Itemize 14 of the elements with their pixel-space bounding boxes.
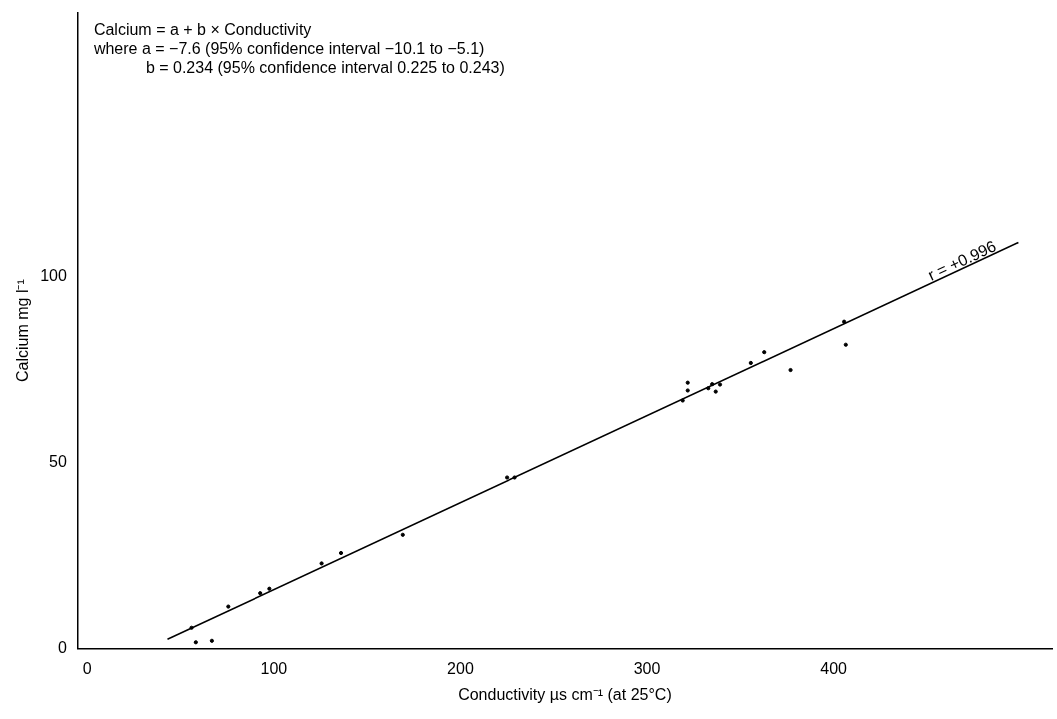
x-axis-title: Conductivity µs cm⁻¹ (at 25°C) xyxy=(458,685,672,703)
y-tick-label: 100 xyxy=(40,267,67,285)
annotation: where a = −7.6 (95% confidence interval −10.1 to −5.1) xyxy=(92,39,485,57)
y-axis-title: Calcium mg l⁻¹ xyxy=(14,279,32,382)
x-tick-label: 400 xyxy=(820,659,848,677)
y-tick-label: 50 xyxy=(49,453,67,471)
annotation: Calcium = a + b × Conductivity xyxy=(93,20,312,38)
x-tick-label: 300 xyxy=(633,659,661,677)
x-tick-label: 200 xyxy=(447,659,474,677)
x-tick-label: 0 xyxy=(82,659,92,677)
x-tick-label: 100 xyxy=(260,659,288,677)
annotation: b = 0.234 (95% confidence interval 0.225 to 0.243) xyxy=(145,58,505,76)
annotation: r = +0.996 xyxy=(925,237,999,284)
y-tick-label: 0 xyxy=(57,639,67,657)
